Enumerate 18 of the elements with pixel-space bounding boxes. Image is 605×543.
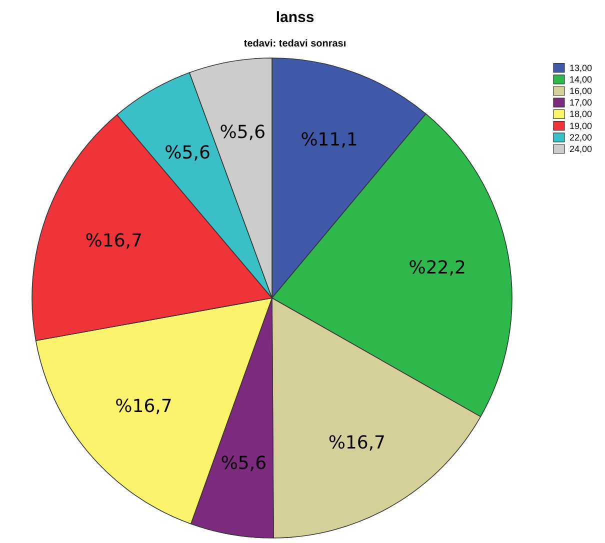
chart-title: lanss <box>276 9 314 26</box>
legend-label: 19,00 <box>569 120 592 131</box>
data-label: %11,1 <box>300 130 358 151</box>
data-label: %22,2 <box>408 258 466 279</box>
legend-label: 14,00 <box>569 74 592 84</box>
legend-label: 24,00 <box>569 144 592 154</box>
legend-label: 13,00 <box>569 62 592 73</box>
legend-label: 18,00 <box>569 109 592 120</box>
legend-label: 16,00 <box>569 86 592 96</box>
chart-subtitle: tedavi: tedavi sonrası <box>244 38 346 50</box>
legend-label: 17,00 <box>569 98 592 108</box>
data-label: %16,7 <box>85 230 142 252</box>
data-label: %16,7 <box>115 396 172 418</box>
data-label: %5,6 <box>164 142 210 164</box>
data-label: %16,7 <box>328 432 386 454</box>
data-label: %5,6 <box>220 453 267 474</box>
data-label: %5,6 <box>220 122 266 144</box>
legend-label: 22,00 <box>569 132 592 142</box>
